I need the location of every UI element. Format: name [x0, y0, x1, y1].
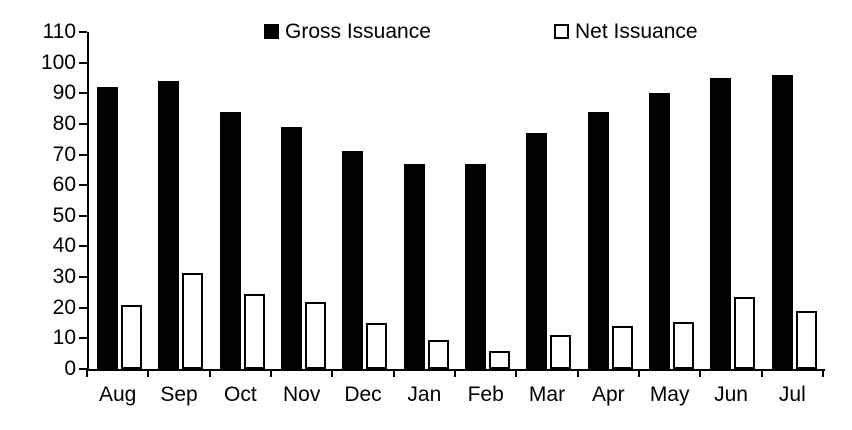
bar-group-oct	[212, 32, 273, 369]
y-axis-tick	[79, 337, 87, 340]
net-issuance-bar-jul	[795, 310, 817, 369]
x-axis-label: Apr	[591, 383, 625, 406]
legend-item-net-issuance: Net Issuance	[554, 21, 698, 42]
gross-issuance-bar-dec	[342, 151, 364, 369]
bar-group-apr	[580, 32, 641, 369]
x-axis-tick	[454, 369, 456, 377]
y-axis-tick	[79, 306, 87, 309]
y-axis-tick	[79, 153, 87, 156]
x-axis-tick	[515, 369, 518, 377]
net-issuance-bar-dec	[366, 323, 388, 369]
x-axis-label: Jul	[778, 383, 806, 406]
legend-label-net-issuance: Net Issuance	[575, 20, 698, 43]
gross-issuance-bar-may	[649, 93, 671, 369]
x-axis-label: Jan	[407, 383, 442, 406]
x-axis-label: Nov	[282, 383, 321, 406]
gross-issuance-bar-oct	[219, 111, 241, 369]
y-axis-label: 90	[52, 81, 76, 105]
bar-group-may	[641, 32, 702, 369]
net-issuance-swatch-icon	[554, 24, 569, 39]
x-axis-tick	[270, 369, 272, 377]
x-axis-label: Dec	[344, 383, 382, 406]
gross-issuance-bar-apr	[587, 111, 609, 369]
x-axis-label: Sep	[160, 383, 198, 406]
net-issuance-bar-nov	[305, 301, 327, 369]
bar-group-nov	[273, 32, 334, 369]
y-axis-label: 0	[64, 357, 76, 380]
gross-issuance-bar-mar	[526, 133, 548, 369]
y-axis-label: 50	[52, 203, 76, 227]
x-axis-tick	[147, 369, 150, 377]
net-issuance-bar-feb	[489, 350, 511, 369]
y-axis-tick	[79, 61, 87, 64]
y-axis-label: 100	[40, 50, 76, 74]
y-axis-label: 10	[52, 326, 76, 350]
gross-issuance-bar-sep	[158, 81, 180, 369]
x-axis-tick	[638, 369, 640, 377]
y-axis-tick	[79, 184, 87, 187]
y-axis-label: 110	[42, 20, 76, 43]
gross-issuance-bar-nov	[281, 126, 303, 369]
gross-issuance-bar-feb	[465, 163, 487, 369]
gross-issuance-bar-aug	[97, 87, 119, 369]
net-issuance-bar-apr	[611, 326, 633, 369]
x-axis-tick	[392, 369, 395, 377]
net-issuance-bar-mar	[550, 335, 572, 369]
y-axis-tick	[79, 368, 87, 370]
gross-issuance-bar-jun	[710, 77, 732, 369]
x-axis-tick	[331, 369, 334, 377]
net-issuance-bar-jun	[734, 297, 756, 369]
bar-group-dec	[334, 32, 395, 369]
y-axis-label: 30	[52, 265, 76, 289]
y-axis-label: 60	[52, 173, 76, 197]
x-axis-label: Feb	[467, 383, 504, 406]
x-axis-tick	[576, 369, 579, 377]
y-axis-tick	[79, 276, 87, 279]
y-axis-label: 40	[52, 234, 76, 258]
x-axis-tick	[86, 369, 88, 377]
net-issuance-bar-oct	[243, 293, 265, 369]
bar-group-jun	[702, 32, 763, 369]
x-axis-label: May	[649, 383, 690, 406]
bar-group-aug	[89, 32, 150, 369]
net-issuance-bar-aug	[121, 304, 143, 369]
y-axis-label: 80	[52, 111, 76, 135]
x-axis-label: Jun	[714, 383, 748, 406]
bar-group-jan	[396, 32, 457, 369]
y-axis-tick	[79, 31, 87, 33]
bar-group-feb	[457, 32, 518, 369]
gross-issuance-bar-jan	[403, 163, 425, 369]
plot-area	[87, 32, 825, 371]
y-axis-label: 20	[52, 295, 76, 319]
gross-issuance-bar-jul	[771, 74, 793, 369]
bar-group-sep	[150, 32, 211, 369]
x-axis-tick	[699, 369, 702, 377]
x-axis-tick	[822, 369, 824, 377]
net-issuance-bar-may	[673, 321, 695, 369]
legend-label-gross-issuance: Gross Issuance	[285, 20, 431, 43]
y-axis-tick	[79, 122, 87, 125]
gross-issuance-swatch-icon	[264, 24, 279, 39]
y-axis-tick	[79, 214, 87, 217]
legend-item-gross-issuance: Gross Issuance	[264, 21, 431, 42]
x-axis-tick	[760, 369, 763, 377]
x-axis-label: Mar	[528, 383, 566, 406]
x-axis-label: Oct	[223, 383, 257, 406]
bar-group-jul	[764, 32, 825, 369]
net-issuance-bar-sep	[182, 272, 204, 369]
x-axis-tick	[208, 369, 211, 377]
x-axis-label: Aug	[98, 383, 137, 406]
y-axis-tick	[79, 92, 87, 95]
bar-group-mar	[518, 32, 579, 369]
y-axis-label: 70	[52, 142, 76, 166]
y-axis-tick	[79, 245, 87, 248]
net-issuance-bar-jan	[427, 339, 449, 369]
